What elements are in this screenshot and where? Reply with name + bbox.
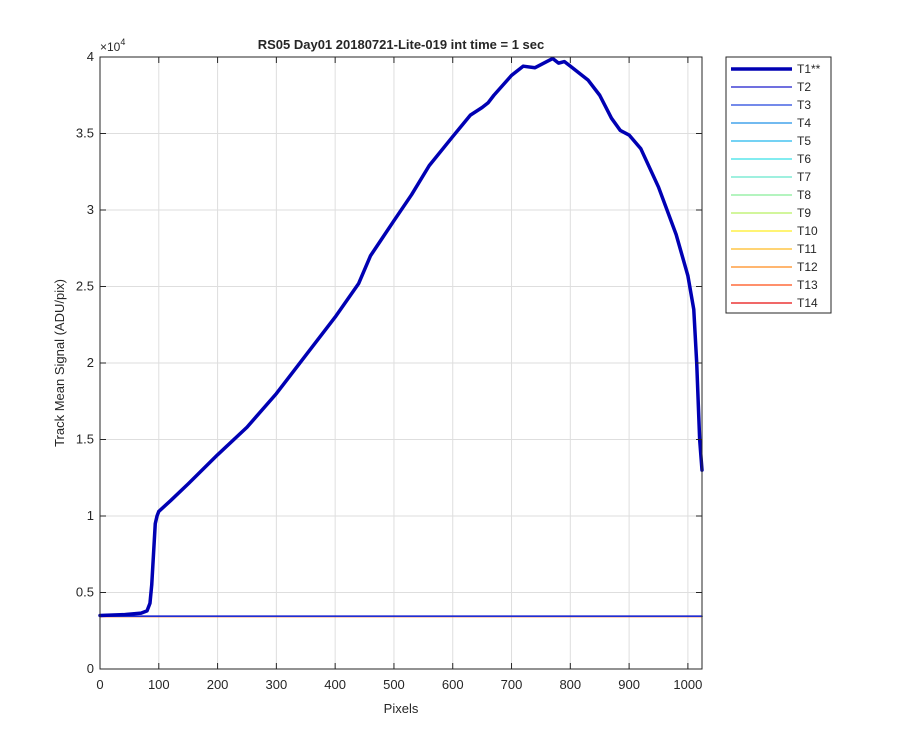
y-tick-label: 2 [87,355,94,370]
legend-label: T13 [797,278,818,292]
x-tick-label: 400 [324,677,346,692]
legend-label: T3 [797,98,811,112]
x-tick-label: 100 [148,677,170,692]
plot-lines [98,56,704,618]
legend-label: T12 [797,260,818,274]
x-tick-label: 700 [501,677,523,692]
x-tick-label: 900 [618,677,640,692]
y-tick-label: 3 [87,202,94,217]
grid [100,57,702,669]
y-tick-label: 1 [87,508,94,523]
x-tick-label: 800 [559,677,581,692]
legend-box [725,56,832,314]
x-tick-label: 500 [383,677,405,692]
y-exponent-power: 4 [120,37,125,47]
x-tick-label: 1000 [673,677,702,692]
chart-title: RS05 Day01 20180721-Lite-019 int time = … [258,37,545,52]
legend-label: T8 [797,188,811,202]
y-axis-exponent: ×104 [100,37,125,54]
legend-items: T1** T2 T3 T4 T5 T6 T7 T8 T9 T10 T11 T12 T13 T14 [731,62,821,310]
legend-label: T4 [797,116,811,130]
legend-label: T7 [797,170,811,184]
legend-label: T14 [797,296,818,310]
x-tick-label: 300 [266,677,288,692]
y-tick-label: 1.5 [76,432,94,447]
y-exponent-base: ×10 [100,40,121,54]
x-axis-label: Pixels [384,701,419,716]
y-tick-label: 2.5 [76,279,94,294]
legend-label: T2 [797,80,811,94]
legend-label: T9 [797,206,811,220]
y-axis-ticks: 0 0.5 1 1.5 2 2.5 3 3.5 4 [76,49,702,676]
y-tick-label: 0.5 [76,585,94,600]
y-tick-label: 4 [87,49,94,64]
legend-label: T10 [797,224,818,238]
x-tick-label: 0 [96,677,103,692]
legend-label: T1** [797,62,821,76]
y-tick-label: 3.5 [76,126,94,141]
series-line-t1 [98,56,704,618]
x-tick-label: 600 [442,677,464,692]
y-tick-label: 0 [87,661,94,676]
x-tick-label: 200 [207,677,229,692]
legend-label: T5 [797,134,811,148]
legend-label: T11 [797,242,817,256]
x-axis-ticks: 0 100 200 300 400 500 600 700 800 900 1000 [96,57,702,692]
y-axis-label: Track Mean Signal (ADU/pix) [52,279,67,447]
legend-label: T6 [797,152,811,166]
legend[interactable]: T1** T2 T3 T4 T5 T6 T7 T8 T9 T10 T11 T12 T13 T14 [725,56,832,314]
